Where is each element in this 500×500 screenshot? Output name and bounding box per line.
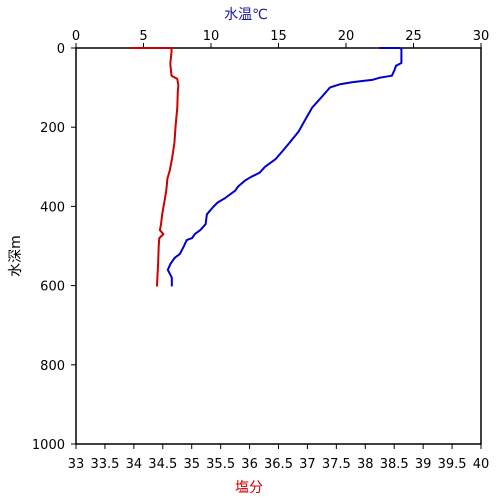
top-x-tick-label: 30 xyxy=(473,29,490,44)
top-x-axis-title: 水温℃ xyxy=(224,7,268,23)
y-axis-title: 水深m xyxy=(8,235,24,277)
bottom-x-axis: 33 33.5 34 34.5 35 35.5 36 36.5 37 37.5 38 38.5 39 39… xyxy=(68,444,490,472)
bottom-x-tick-label: 36 xyxy=(241,457,258,472)
bottom-x-tick-label: 33 xyxy=(68,457,85,472)
bottom-x-axis-title: 塩分 xyxy=(235,480,263,496)
bottom-x-tick-label: 34 xyxy=(126,457,143,472)
bottom-x-tick-label: 37 xyxy=(299,457,316,472)
bottom-x-tick-label: 39 xyxy=(415,457,432,472)
bottom-x-tick-label: 36.5 xyxy=(264,457,293,472)
y-tick-label: 400 xyxy=(40,200,65,215)
top-x-tick-label: 25 xyxy=(405,29,422,44)
bottom-x-tick-label: 37.5 xyxy=(322,457,351,472)
top-x-tick-label: 10 xyxy=(203,29,220,44)
top-x-tick-label: 15 xyxy=(270,29,287,44)
bottom-x-tick-label: 39.5 xyxy=(438,457,467,472)
y-axis: 0 200 400 600 800 1000 xyxy=(32,42,76,453)
bottom-x-tick-label: 33.5 xyxy=(90,457,119,472)
bottom-x-tick-label: 34.5 xyxy=(148,457,177,472)
y-tick-label: 800 xyxy=(40,359,65,374)
bottom-x-tick-label: 40 xyxy=(473,457,490,472)
top-x-tick-label: 0 xyxy=(72,29,80,44)
temperature-profile-line xyxy=(166,47,403,287)
y-tick-label: 200 xyxy=(40,121,65,136)
y-tick-label: 600 xyxy=(40,280,65,295)
y-tick-label: 0 xyxy=(57,42,65,57)
bottom-x-tick-label: 35.5 xyxy=(206,457,235,472)
bottom-x-tick-label: 35 xyxy=(183,457,200,472)
y-tick-label: 1000 xyxy=(32,438,65,453)
salinity-profile-line xyxy=(130,47,180,287)
top-x-tick-label: 20 xyxy=(338,29,355,44)
bottom-x-tick-label: 38.5 xyxy=(380,457,409,472)
bottom-x-tick-label: 38 xyxy=(357,457,374,472)
plot-frame xyxy=(75,47,482,445)
top-x-axis: 0 5 10 15 20 25 30 xyxy=(72,29,489,48)
top-x-tick-label: 5 xyxy=(139,29,147,44)
series-layer xyxy=(130,47,403,287)
